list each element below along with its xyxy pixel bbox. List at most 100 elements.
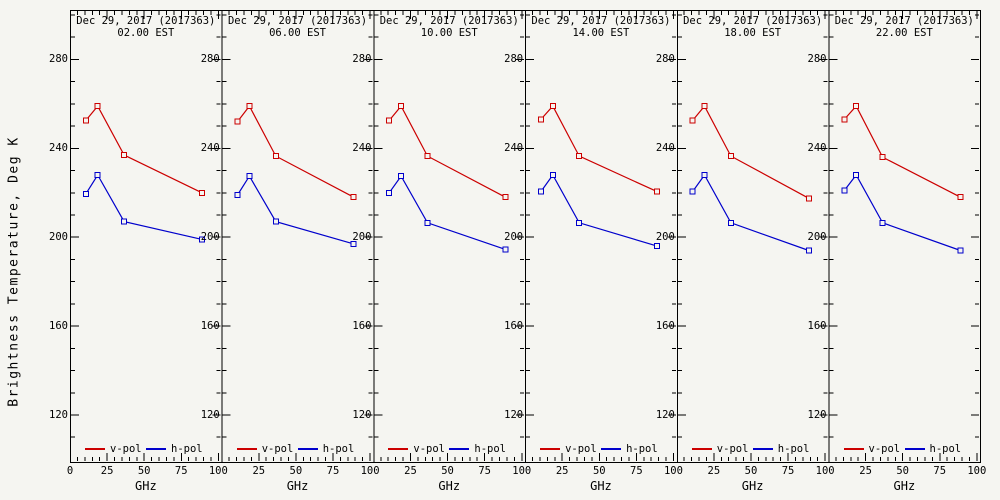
panel-title-time: 18.00 EST [724, 27, 782, 39]
h-pol-marker [841, 187, 848, 194]
ytick-label: 280 [504, 53, 524, 66]
xtick-label: 75 [326, 465, 340, 477]
h-pol-marker [805, 247, 812, 254]
v-pol-line [237, 104, 354, 198]
legend-v-pol-swatch [85, 448, 105, 450]
v-pol-marker [234, 118, 241, 125]
v-pol-marker [121, 152, 128, 158]
xtick-label: 50 [441, 465, 454, 477]
ytick-label: 280 [49, 53, 68, 66]
v-pol-marker [701, 103, 708, 110]
ytick-label: 120 [504, 409, 524, 421]
legend-h-pol-swatch [904, 448, 925, 450]
v-pol-marker [576, 153, 583, 160]
legend-h-pol-label: h-pol [171, 443, 203, 455]
panel-title-date: Dec 29, 2017 (2017363) [379, 15, 519, 27]
xtick-label: 75 [630, 465, 643, 477]
v-pol-marker [841, 116, 848, 123]
v-pol-marker [246, 103, 253, 110]
xtick-label: 75 [478, 465, 491, 477]
panel-title-date: Dec 29, 2017 (2017363) [531, 15, 671, 27]
v-pol-marker [272, 153, 279, 160]
legend-h-pol-label: h-pol [474, 443, 506, 455]
v-pol-marker [654, 188, 661, 195]
v-pol-marker [424, 153, 431, 160]
h-pol-marker [424, 219, 431, 226]
v-pol-marker [537, 116, 544, 123]
panel-title-date: Dec 29, 2017 (2017363) [834, 15, 974, 27]
h-pol-marker [94, 172, 101, 178]
h-pol-line [843, 173, 961, 252]
legend-v-pol-label: v-pol [413, 443, 445, 455]
x-axis-unit-label: GHz [135, 479, 157, 493]
xtick-label: 100 [360, 465, 380, 477]
v-pol-marker [94, 103, 101, 110]
v-pol-line [692, 105, 810, 199]
ytick-label: 200 [807, 231, 827, 244]
ytick-label: 200 [655, 231, 675, 244]
v-pol-marker [502, 194, 509, 201]
h-pol-marker [853, 172, 860, 178]
legend-v-pol-label: v-pol [868, 443, 901, 455]
legend-h-pol-label: h-pol [626, 443, 658, 455]
legend-h-pol-swatch [146, 448, 166, 450]
x-axis-unit-label: GHz [741, 479, 764, 493]
h-pol-marker [576, 219, 583, 226]
x-axis-unit-label: GHz [286, 479, 309, 493]
xtick-label: 50 [744, 465, 758, 477]
xtick-label: 25 [252, 465, 266, 477]
v-pol-line [85, 105, 203, 194]
h-pol-marker [537, 188, 544, 195]
h-pol-marker [386, 189, 393, 196]
h-pol-line [236, 174, 354, 245]
v-pol-marker [957, 194, 964, 201]
xtick-label: 25 [404, 465, 417, 477]
panel-title-date: Dec 29, 2017 (2017363) [683, 15, 823, 27]
h-pol-marker [121, 218, 128, 225]
xtick-label: 50 [592, 465, 606, 477]
v-pol-marker [398, 103, 405, 110]
ytick-label: 120 [807, 409, 827, 421]
panel-title-time: 22.00 EST [875, 27, 933, 39]
h-pol-marker [879, 219, 886, 226]
panel-title-date: Dec 29, 2017 (2017363) [227, 15, 368, 27]
h-pol-marker [350, 240, 357, 247]
v-pol-marker [879, 154, 886, 161]
h-pol-marker [246, 173, 253, 180]
v-pol-marker [350, 194, 357, 201]
h-pol-marker [234, 192, 241, 198]
h-pol-marker [199, 236, 205, 243]
h-pol-marker [549, 172, 556, 178]
legend-v-pol-label: v-pol [110, 443, 142, 455]
h-pol-line [540, 173, 658, 247]
h-pol-marker [689, 188, 696, 195]
panel-title-time: 14.00 EST [572, 27, 630, 39]
h-pol-marker [272, 218, 279, 225]
legend-v-pol-label: v-pol [716, 443, 749, 455]
ytick-label: 200 [504, 231, 524, 244]
ytick-label: 120 [655, 409, 675, 421]
h-pol-line [85, 173, 203, 240]
ytick-label: 200 [49, 231, 68, 244]
legend-v-pol-swatch [236, 448, 257, 450]
ytick-label: 280 [655, 53, 675, 66]
ytick-label: 240 [504, 142, 524, 155]
h-pol-marker [654, 243, 661, 250]
h-pol-marker [82, 190, 89, 197]
xtick-label: 100 [815, 465, 835, 477]
h-pol-marker [701, 172, 708, 178]
xtick-label: 100 [512, 465, 532, 477]
h-pol-marker [727, 219, 734, 226]
legend-h-pol-label: h-pol [929, 443, 962, 455]
x-axis-unit-label: GHz [893, 479, 916, 493]
xtick-label: 25 [859, 465, 872, 477]
xtick-label: 0 [66, 465, 74, 477]
xtick-label: 75 [933, 465, 947, 477]
ytick-label: 240 [807, 142, 827, 155]
legend-h-pol-swatch [601, 448, 622, 450]
v-pol-marker [853, 103, 860, 110]
h-pol-marker [502, 246, 509, 253]
ytick-label: 280 [807, 53, 827, 66]
panel-title-time: 10.00 EST [420, 27, 478, 39]
